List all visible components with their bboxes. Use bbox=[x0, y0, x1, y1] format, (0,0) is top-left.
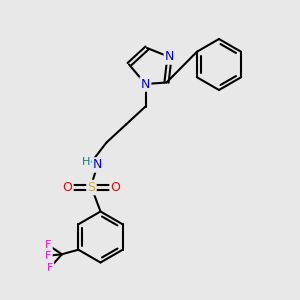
Text: F: F bbox=[45, 240, 52, 250]
Text: F: F bbox=[45, 251, 52, 261]
Text: N: N bbox=[93, 158, 102, 172]
Text: F: F bbox=[47, 263, 53, 273]
Text: O: O bbox=[111, 181, 120, 194]
Text: S: S bbox=[88, 181, 95, 194]
Text: H: H bbox=[82, 157, 90, 167]
Text: N: N bbox=[141, 77, 150, 91]
Text: O: O bbox=[63, 181, 72, 194]
Text: N: N bbox=[165, 50, 174, 64]
